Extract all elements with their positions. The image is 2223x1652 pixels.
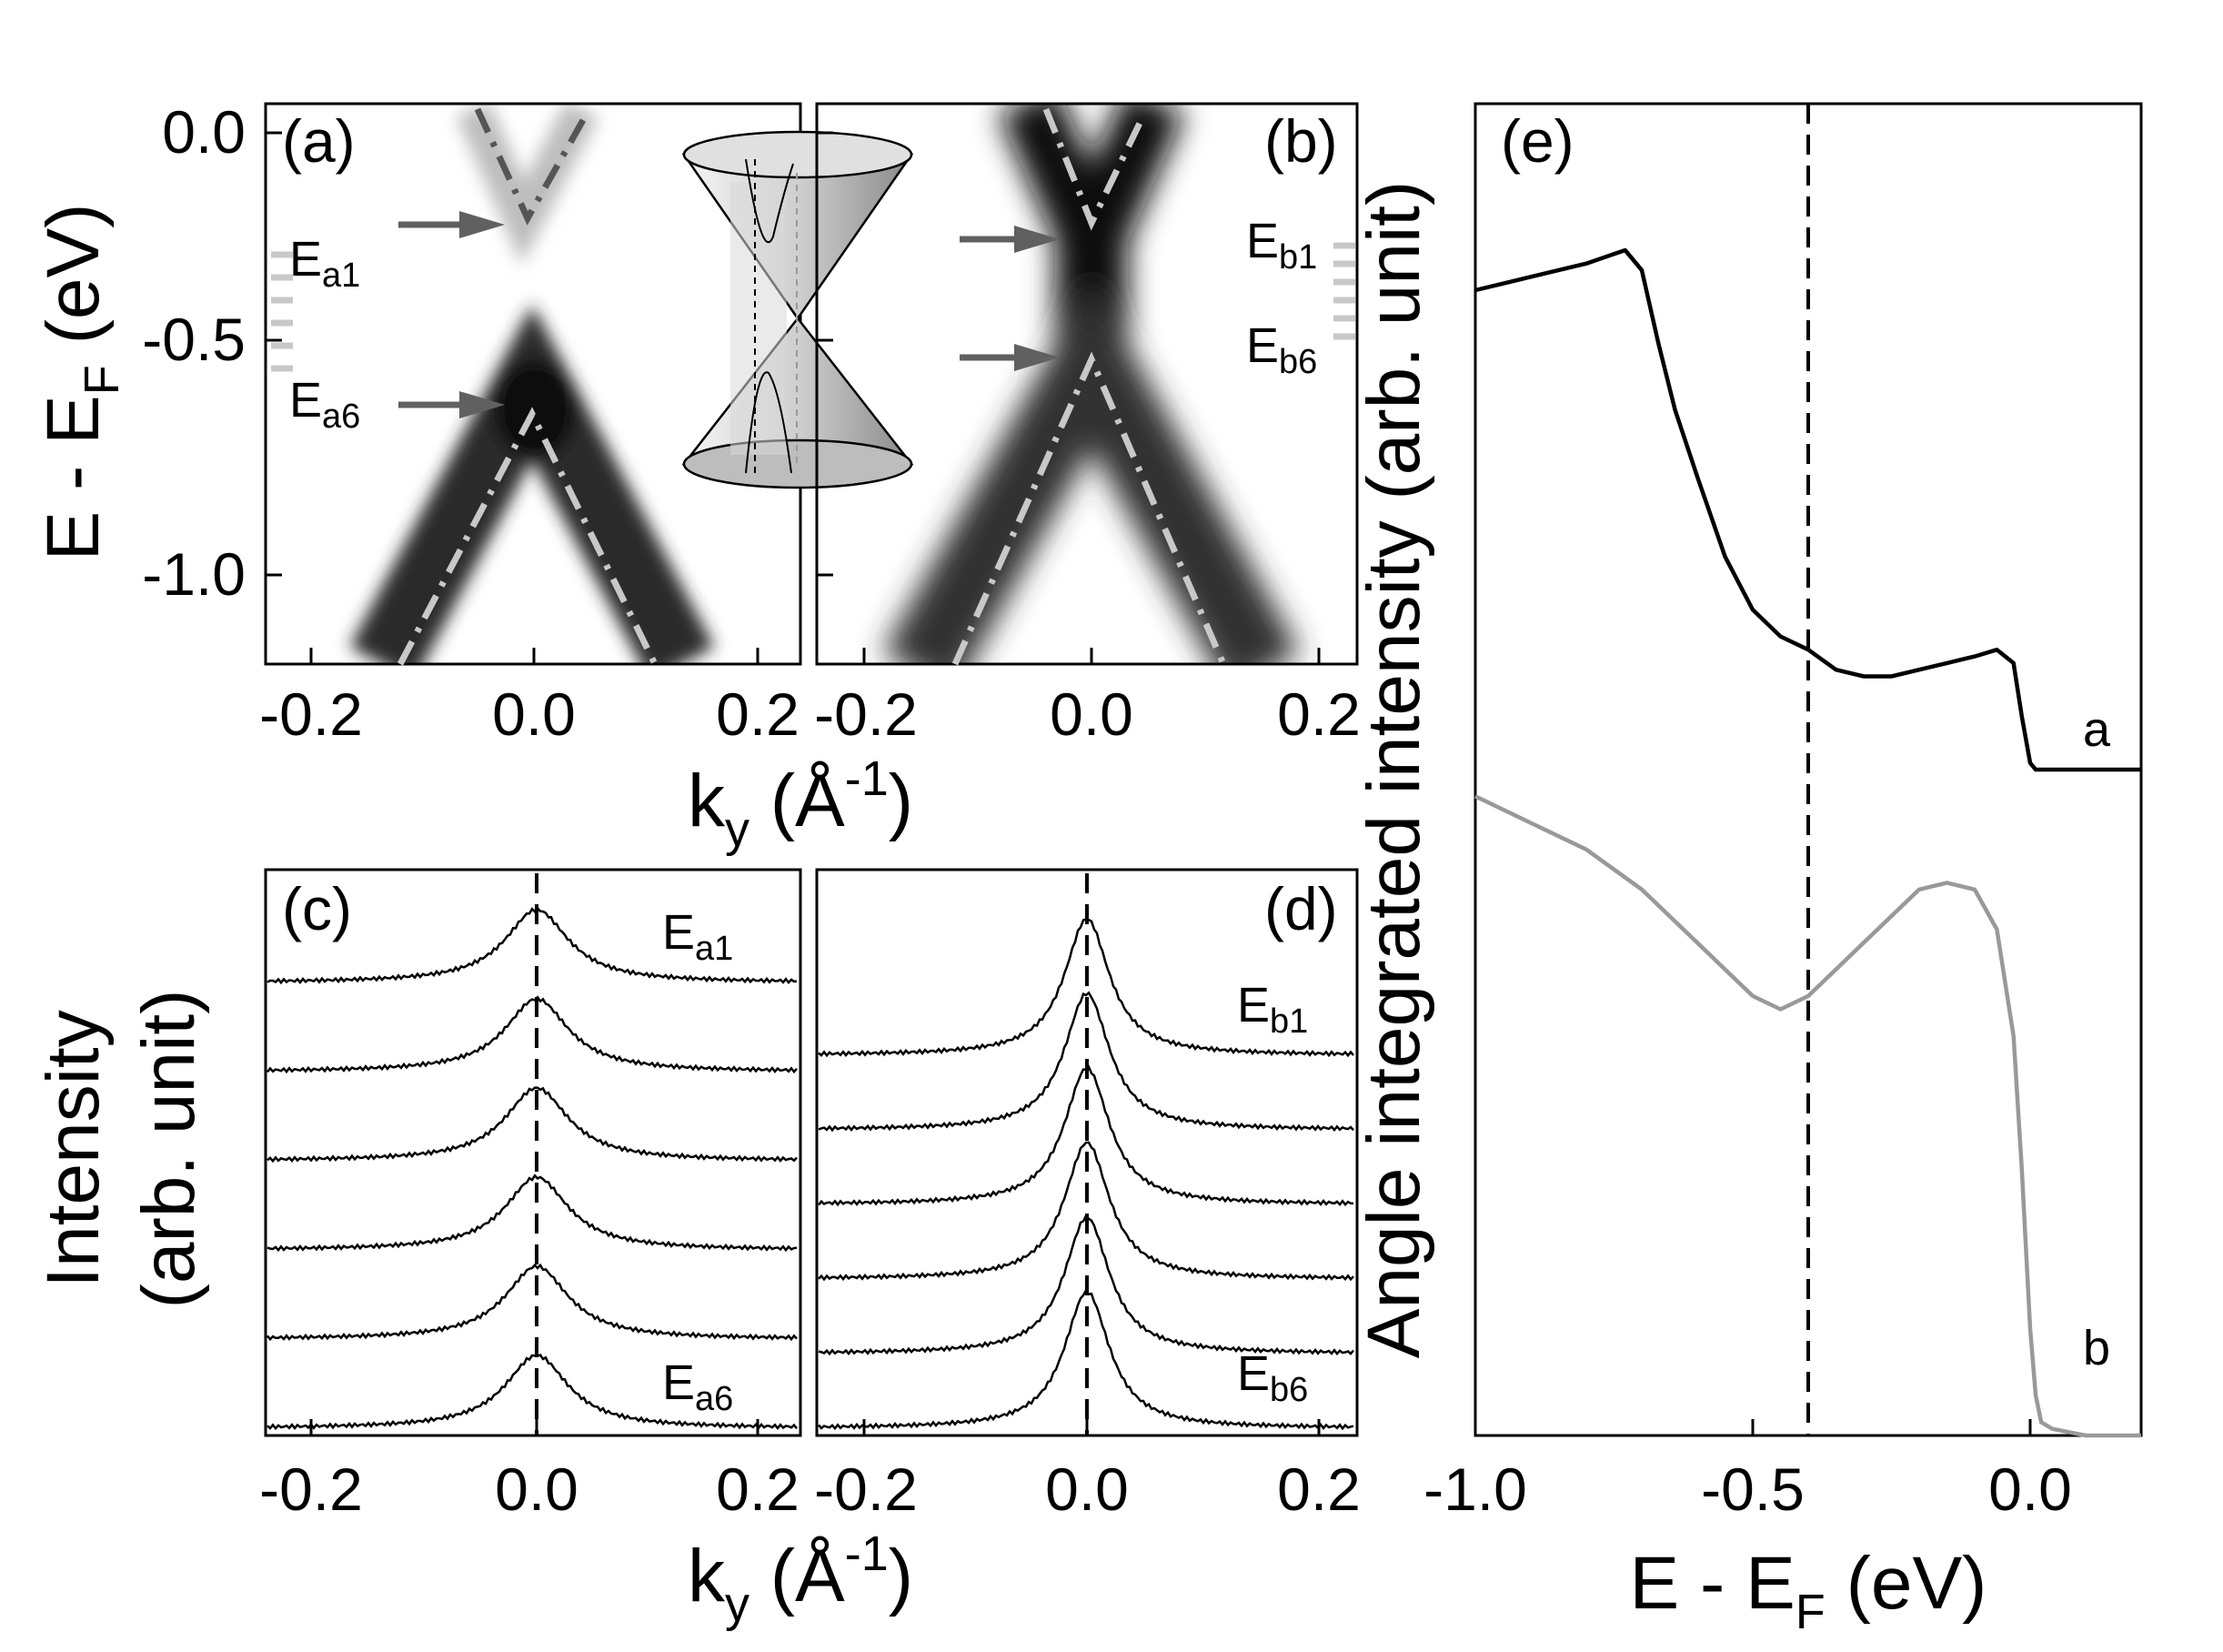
panel-d-label: (d): [1264, 875, 1338, 942]
ky-label-top: ky (Å-1): [688, 751, 913, 857]
xtick-a-2: 0.2: [716, 680, 800, 748]
panel-a-ylabel: E - EF (eV): [32, 204, 129, 561]
panel-c-curves: [267, 906, 798, 1431]
panel-b-yticks: [817, 131, 833, 577]
ytick-2: -1.0: [142, 540, 246, 608]
series-label-a: a: [2083, 702, 2111, 757]
arrow-a1: [398, 211, 505, 238]
ky-label-bottom: ky (Å-1): [688, 1526, 913, 1632]
panel-a-heatmap: [349, 104, 715, 664]
panel-a-upper-fit: [474, 107, 590, 226]
label-Ea1: Ea1: [289, 232, 360, 295]
label-Ea6: Ea6: [289, 373, 360, 436]
label-Eb1: Eb1: [1246, 214, 1317, 277]
spectrum-b: [1474, 794, 2141, 1438]
mdc-c-curve-2: [267, 995, 798, 1074]
panel-e-curves: [1474, 247, 2141, 1438]
label-c-Ea6: Ea6: [662, 1355, 733, 1418]
panel-d-xticks: [862, 1419, 1321, 1435]
panel-a-yticks: [266, 131, 282, 577]
xtick-d-1: 0.0: [1045, 1456, 1129, 1523]
panel-e-xticks: -1.0 -0.5 0.0: [1423, 1419, 2072, 1523]
panel-b-upper-fit: [1042, 107, 1148, 231]
ytick-0: 0.0: [162, 98, 246, 166]
xtick-b-1: 0.0: [1050, 680, 1133, 748]
panel-e-xlabel: E - EF (eV): [1630, 1542, 1987, 1639]
panel-a-xticks: [309, 648, 759, 664]
xtick-b-0: -0.2: [814, 680, 918, 748]
xtick-c-0: -0.2: [259, 1456, 363, 1523]
xtick-d-0: -0.2: [814, 1456, 918, 1523]
cone-inset: [681, 130, 914, 489]
panel-c: (c) Ea1 Ea6 -0.2 0.0 0.2 Intensity (arb.…: [32, 868, 802, 1523]
xtick-e-0: -1.0: [1423, 1456, 1527, 1523]
xtick-c-1: 0.0: [495, 1456, 578, 1523]
panel-a-label: (a): [282, 107, 356, 175]
panel-e-ylabel: Angle integrated intensity (arb. unit): [1353, 181, 1435, 1359]
mdc-c-curve-5: [267, 1263, 798, 1342]
panel-b-label: (b): [1264, 107, 1338, 175]
label-d-Eb1: Eb1: [1237, 978, 1308, 1041]
panel-b-frame: [815, 102, 1359, 666]
panel-b-xticks: [862, 648, 1321, 664]
panel-c-xticks: [309, 1419, 759, 1435]
panel-b-lower-fit: [951, 351, 1227, 666]
mdc-c-curve-4: [267, 1174, 798, 1253]
label-d-Eb6: Eb6: [1237, 1346, 1308, 1409]
xtick-a-1: 0.0: [492, 680, 576, 748]
spectrum-a: [1474, 247, 2141, 772]
xtick-b-2: 0.2: [1277, 680, 1361, 748]
mdc-d-curve-2: [818, 991, 1354, 1133]
panel-b: (b) Eb1 Eb6 -0.2 0.0 0.2: [814, 102, 1361, 748]
panel-c-label: (c): [282, 875, 352, 942]
xtick-e-1: -0.5: [1701, 1456, 1805, 1523]
xtick-e-2: 0.0: [1988, 1456, 2072, 1523]
panel-d: (d) Eb1 Eb6 -0.2 0.0 0.2: [814, 868, 1361, 1523]
panel-a: (a) Ea1 Ea6 0.0 -0.5 -1.0 -0.2 0.0 0.2: [32, 98, 914, 748]
mdc-c-curve-1: [267, 906, 798, 985]
label-c-Ea1: Ea1: [662, 905, 733, 968]
mdc-c-curve-3: [267, 1086, 798, 1163]
panel-a-lower-fit: [397, 407, 659, 666]
energy-ticks-a: [271, 251, 293, 372]
panel-e-label: (e): [1501, 107, 1574, 175]
panel-b-heatmap: [882, 104, 1301, 664]
arrow-b6: [960, 344, 1060, 371]
xtick-a-0: -0.2: [259, 680, 363, 748]
energy-ticks-b: [1333, 242, 1355, 340]
arrow-a6: [398, 391, 505, 418]
ytick-1: -0.5: [142, 306, 246, 373]
panel-e: (e) a b -1.0 -0.5 0.0 E - EF (eV) Angle in…: [1353, 102, 2143, 1639]
xtick-d-2: 0.2: [1277, 1456, 1361, 1523]
series-label-b: b: [2083, 1321, 2110, 1375]
arrow-b1: [960, 226, 1060, 253]
mdc-c-curve-6: [267, 1353, 798, 1431]
label-Eb6: Eb6: [1246, 318, 1317, 381]
panel-a-upper-band: [456, 104, 598, 266]
xtick-c-2: 0.2: [716, 1456, 800, 1523]
mdc-d-curve-4: [818, 1141, 1354, 1282]
panel-c-frame: [264, 868, 802, 1437]
panel-c-ylabel-2: (arb. unit): [127, 990, 210, 1309]
panel-c-ylabel-1: Intensity: [32, 1010, 115, 1287]
